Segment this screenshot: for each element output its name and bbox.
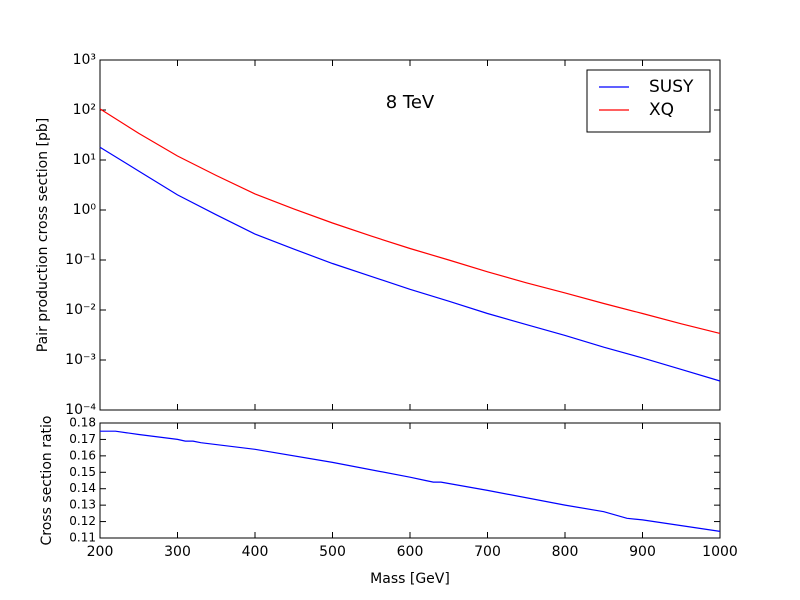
legend-box bbox=[586, 69, 711, 133]
y-tick-label: 10⁻¹ bbox=[65, 252, 96, 268]
y-tick-label: 0.12 bbox=[69, 514, 96, 528]
y-tick-label: 0.14 bbox=[69, 481, 96, 495]
y-tick-label: 0.11 bbox=[69, 531, 96, 545]
y-tick-label: 0.15 bbox=[69, 465, 96, 479]
y-tick-label: 0.16 bbox=[69, 448, 96, 462]
y-tick-label: 0.18 bbox=[69, 416, 96, 430]
y-axis-label: Pair production cross section [pb] bbox=[35, 118, 51, 352]
series-line bbox=[99, 108, 721, 334]
y-tick-label: 10⁰ bbox=[73, 202, 97, 218]
x-tick-label: 800 bbox=[552, 544, 579, 560]
annotation: 8 TeV bbox=[386, 92, 435, 113]
x-tick-label: 600 bbox=[397, 544, 424, 560]
x-tick-label: 1000 bbox=[702, 544, 738, 560]
axes-frame bbox=[99, 422, 721, 539]
y-tick-label: 10³ bbox=[73, 52, 96, 68]
series-line bbox=[99, 146, 721, 382]
y-tick-label: 10⁻⁴ bbox=[65, 402, 96, 418]
x-axis-label: Mass [GeV] bbox=[370, 571, 450, 587]
legend-label: XQ bbox=[649, 100, 674, 120]
x-tick-label: 500 bbox=[319, 544, 346, 560]
x-tick-label: 700 bbox=[474, 544, 501, 560]
x-tick-label: 200 bbox=[87, 544, 114, 560]
y-tick-label: 10⁻² bbox=[65, 302, 96, 318]
legend-label: SUSY bbox=[649, 77, 694, 97]
x-tick-label: 400 bbox=[242, 544, 269, 560]
y-tick-label: 0.13 bbox=[69, 498, 96, 512]
y-tick-label: 0.17 bbox=[69, 432, 96, 446]
series-line bbox=[100, 430, 721, 532]
y-tick-label: 10² bbox=[73, 102, 96, 118]
y-tick-label: 10⁻³ bbox=[65, 352, 96, 368]
x-tick-label: 300 bbox=[164, 544, 191, 560]
x-tick-label: 900 bbox=[629, 544, 656, 560]
y-axis-label: Cross section ratio bbox=[39, 416, 55, 546]
y-tick-label: 10¹ bbox=[73, 152, 96, 168]
